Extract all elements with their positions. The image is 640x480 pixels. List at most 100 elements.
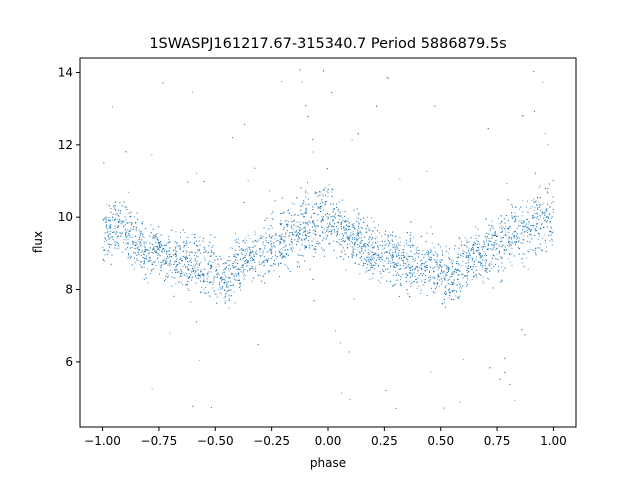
- data-point: [491, 234, 493, 236]
- data-point: [426, 170, 428, 172]
- data-point: [109, 233, 111, 235]
- data-point: [347, 218, 349, 220]
- data-point: [108, 220, 110, 222]
- data-point: [409, 296, 411, 298]
- data-point: [226, 290, 228, 292]
- data-point: [377, 265, 379, 267]
- data-point: [482, 246, 484, 248]
- data-point: [125, 219, 127, 221]
- data-point: [377, 248, 379, 250]
- data-point: [382, 248, 384, 250]
- data-point: [230, 295, 232, 297]
- data-point: [428, 253, 430, 255]
- data-point: [183, 246, 185, 248]
- data-point: [531, 234, 533, 236]
- data-point: [431, 242, 433, 244]
- data-point: [361, 239, 363, 241]
- data-point: [327, 227, 329, 229]
- data-point: [268, 235, 270, 237]
- data-point: [120, 223, 122, 225]
- data-point: [234, 232, 236, 234]
- data-point: [478, 273, 480, 275]
- data-point: [267, 271, 269, 273]
- data-point: [186, 258, 188, 260]
- data-point: [361, 259, 363, 261]
- data-point: [536, 212, 538, 214]
- data-point: [109, 246, 111, 248]
- data-point: [255, 253, 257, 255]
- data-point: [324, 249, 326, 251]
- data-point: [184, 274, 186, 276]
- data-point: [161, 251, 163, 253]
- data-point: [369, 229, 371, 231]
- data-point: [530, 207, 532, 209]
- data-point: [479, 257, 481, 259]
- data-point: [140, 230, 142, 232]
- data-point: [173, 254, 174, 256]
- data-point: [188, 254, 190, 256]
- data-point: [396, 244, 398, 246]
- data-point: [156, 237, 158, 239]
- data-point: [339, 215, 341, 217]
- data-point: [480, 253, 482, 255]
- data-point: [207, 261, 209, 263]
- data-point: [151, 269, 153, 271]
- data-point: [366, 256, 368, 258]
- data-point: [347, 238, 349, 240]
- data-point: [291, 243, 293, 245]
- data-point: [514, 217, 516, 219]
- data-point: [372, 264, 374, 266]
- data-point: [140, 245, 142, 247]
- data-point: [107, 243, 109, 245]
- data-point: [385, 389, 387, 391]
- data-point: [292, 220, 294, 222]
- data-point: [238, 286, 240, 288]
- data-point: [308, 220, 310, 222]
- data-point: [137, 244, 139, 246]
- data-point: [487, 248, 489, 250]
- data-point: [210, 271, 212, 273]
- data-point: [470, 266, 472, 268]
- data-point: [335, 226, 337, 228]
- data-point: [158, 242, 160, 244]
- data-point: [469, 253, 471, 255]
- data-point: [334, 217, 336, 219]
- data-point: [371, 258, 373, 260]
- data-point: [518, 241, 520, 243]
- data-point: [341, 251, 343, 253]
- data-point: [253, 269, 255, 271]
- data-point: [255, 231, 257, 233]
- data-point: [155, 252, 157, 254]
- data-point: [503, 270, 505, 272]
- data-point: [378, 254, 380, 256]
- data-point: [537, 197, 539, 199]
- data-point: [305, 222, 307, 224]
- data-point: [428, 276, 430, 278]
- data-point: [537, 238, 539, 240]
- data-point: [341, 233, 343, 235]
- data-point: [282, 255, 284, 257]
- data-point: [443, 299, 445, 301]
- data-point: [423, 263, 425, 265]
- data-point: [382, 269, 384, 271]
- data-point: [488, 264, 490, 266]
- data-point: [357, 225, 359, 227]
- data-point: [132, 240, 134, 242]
- data-point: [198, 264, 200, 266]
- data-point: [504, 357, 506, 359]
- data-point: [284, 264, 286, 266]
- data-point: [448, 297, 450, 299]
- data-point: [326, 200, 328, 202]
- data-point: [190, 301, 192, 303]
- data-point: [417, 246, 419, 248]
- data-point: [185, 244, 187, 246]
- data-point: [165, 253, 167, 255]
- data-point: [209, 282, 211, 284]
- data-point: [543, 217, 545, 219]
- data-point: [270, 244, 272, 246]
- data-point: [197, 266, 199, 268]
- data-point: [142, 223, 143, 225]
- data-point: [434, 259, 436, 261]
- data-point: [513, 234, 515, 236]
- data-point: [420, 265, 422, 267]
